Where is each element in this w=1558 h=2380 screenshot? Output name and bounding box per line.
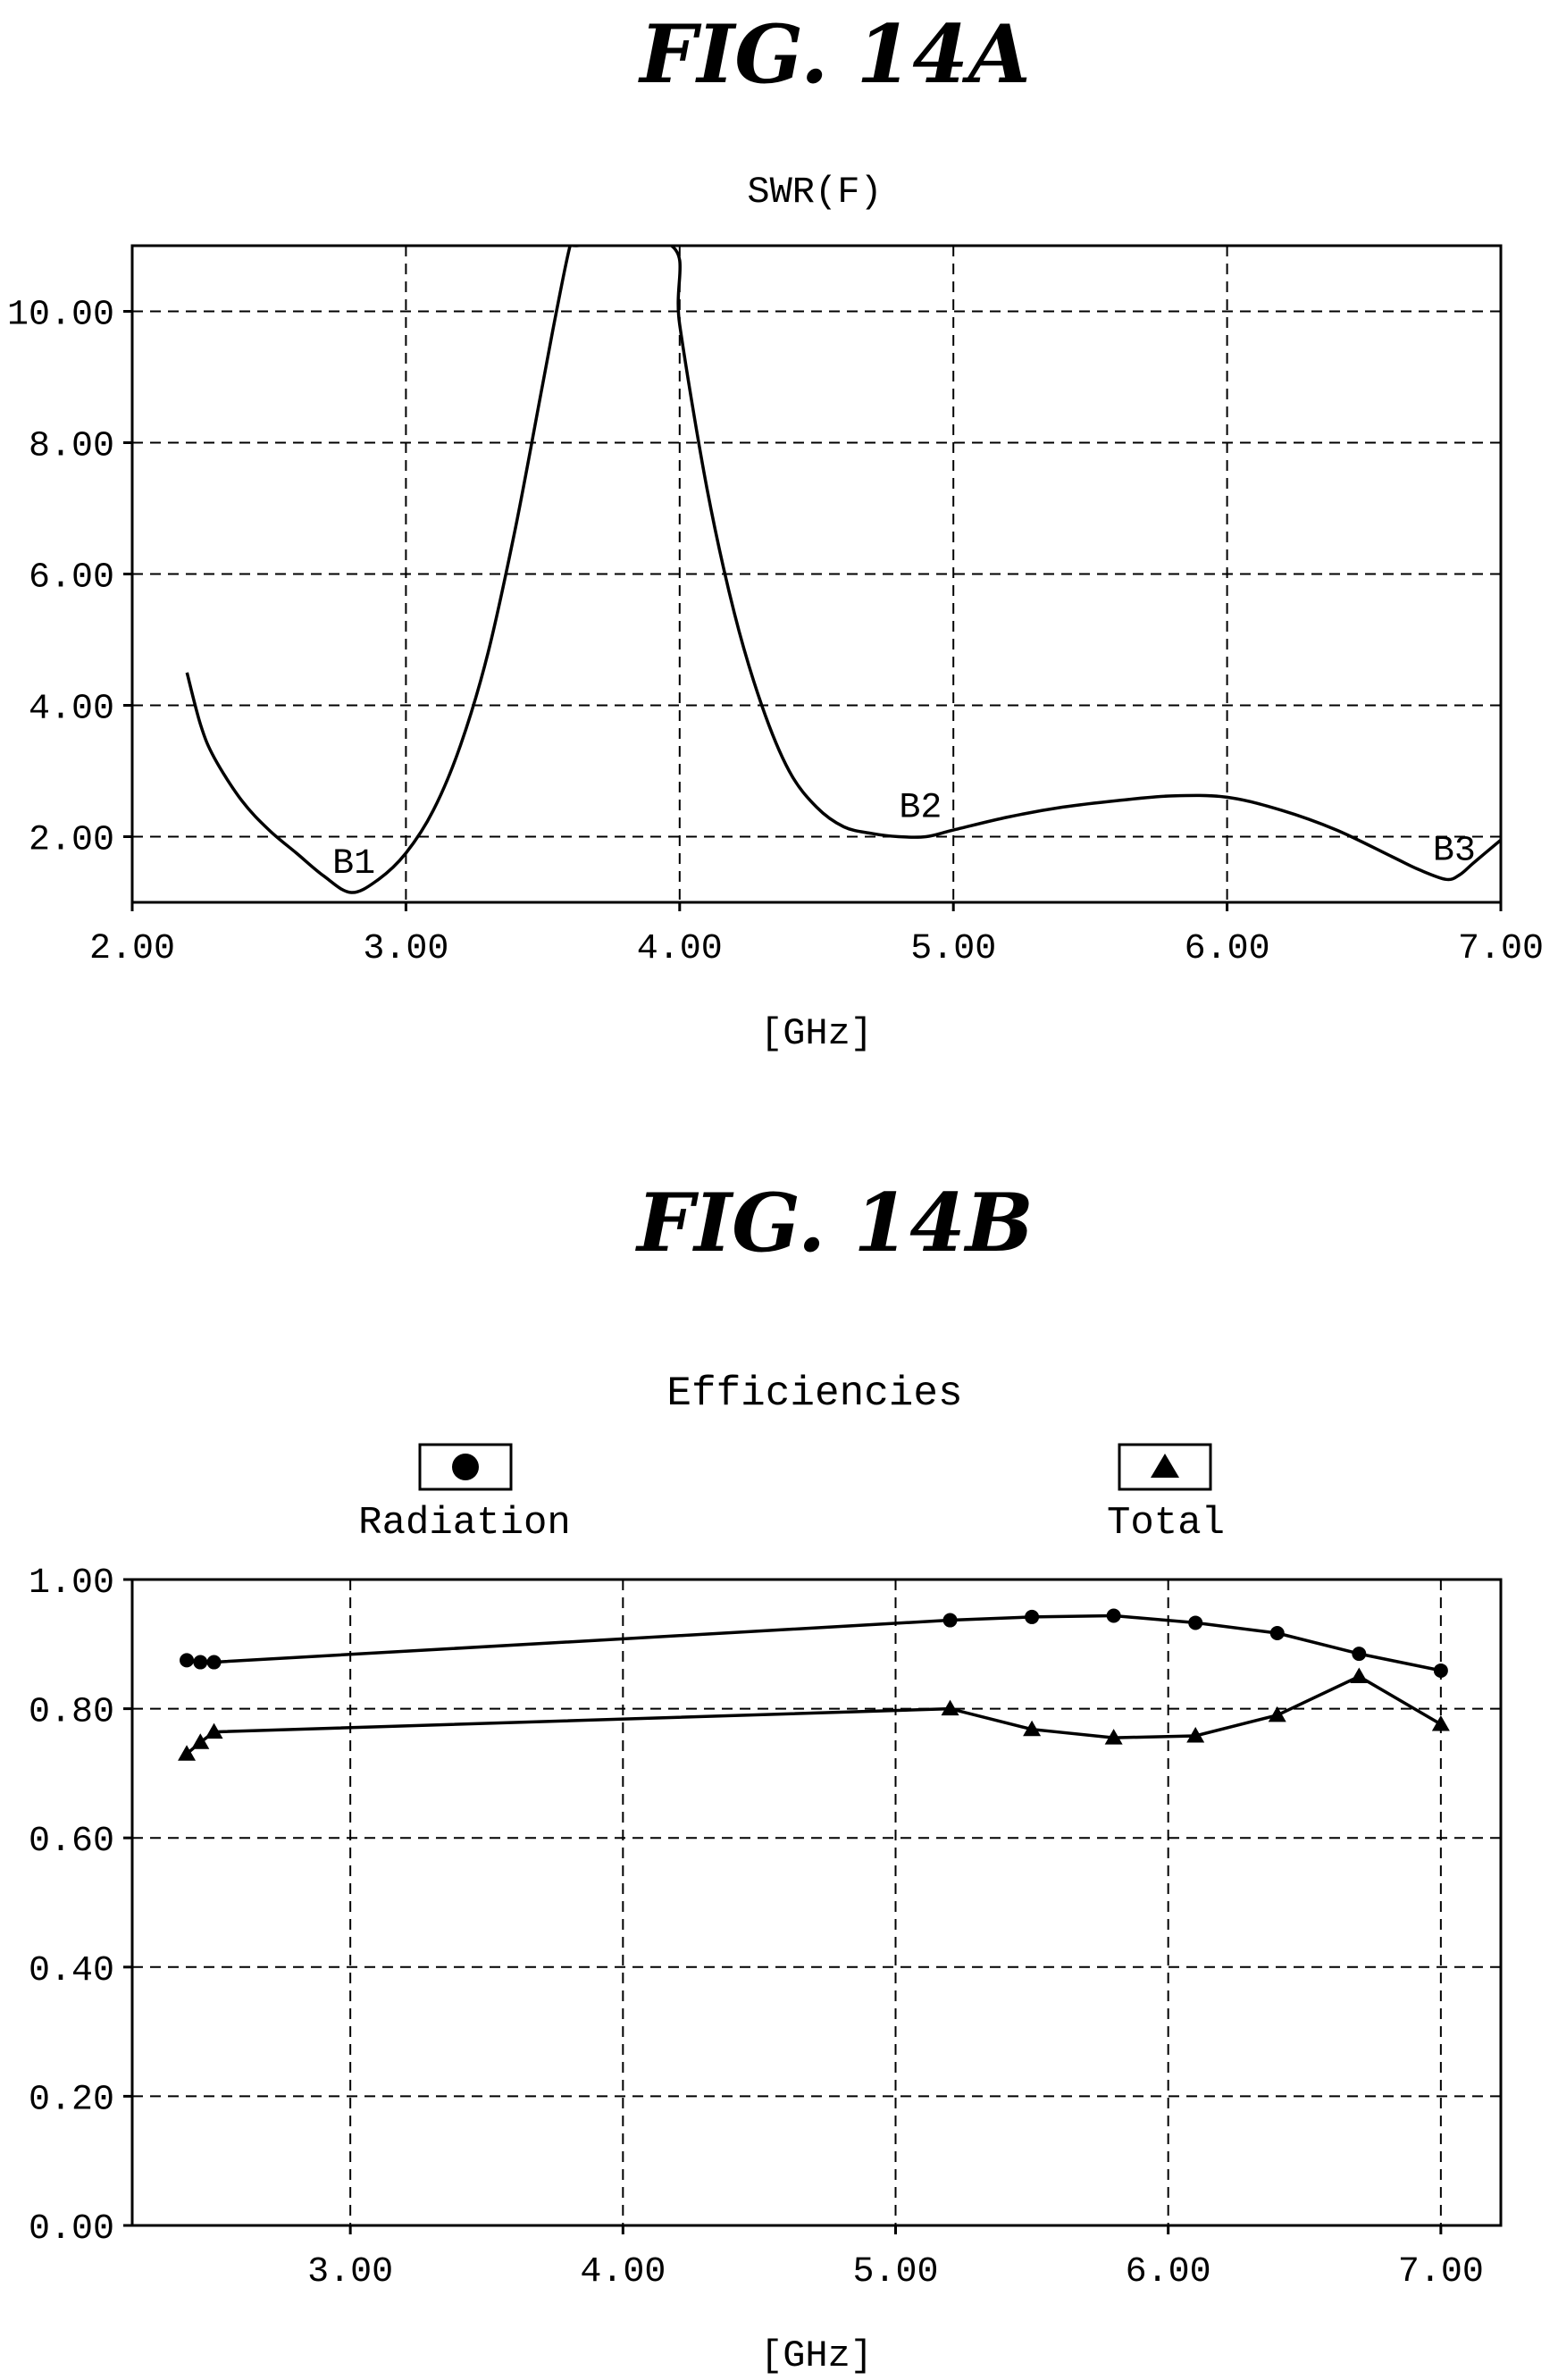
total-point [191, 1733, 210, 1749]
x-tick-label: 5.00 [910, 929, 996, 969]
total-point [1023, 1720, 1042, 1737]
swr-y-axis: 2.00 4.00 6.00 8.00 10.00 [7, 296, 132, 861]
efficiency-series [178, 1608, 1450, 1761]
radiation-point [1106, 1608, 1121, 1623]
swr-x-axis-label: [GHz] [760, 1012, 873, 1055]
y-tick-label: 0.60 [29, 1822, 114, 1862]
efficiency-plot-frame [130, 1578, 1503, 2227]
total-line [185, 1674, 1442, 1756]
y-tick-label: 0.80 [29, 1693, 114, 1733]
legend-total-label: Total [1107, 1501, 1225, 1546]
x-tick-label: 2.00 [89, 929, 175, 969]
total-point [1350, 1667, 1369, 1683]
swr-line [185, 246, 1501, 894]
efficiency-x-axis: 3.00 4.00 5.00 6.00 7.00 [307, 2225, 1484, 2292]
y-tick-label: 0.40 [29, 1951, 114, 1991]
legend-radiation-label: Radiation [358, 1501, 571, 1546]
y-tick-label: 2.00 [29, 821, 114, 861]
total-point [178, 1745, 197, 1761]
radiation-point [942, 1613, 958, 1628]
radiation-point [1269, 1626, 1285, 1641]
radiation-point [206, 1655, 222, 1670]
legend-total: Total [1107, 1443, 1225, 1546]
efficiency-chart-title: Efficiencies [666, 1370, 962, 1417]
swr-grid [132, 246, 1501, 902]
total-point [1186, 1726, 1205, 1743]
swr-curve [185, 246, 1501, 894]
figure-14a-label: FIG. 14A [637, 7, 1030, 102]
x-tick-label: 4.00 [637, 929, 723, 969]
swr-chart-title: SWR(F) [747, 171, 882, 214]
y-tick-label: 0.20 [29, 2080, 114, 2120]
y-tick-label: 1.00 [29, 1563, 114, 1604]
radiation-point [1188, 1615, 1203, 1630]
x-tick-label: 7.00 [1458, 929, 1544, 969]
y-tick-label: 8.00 [29, 427, 114, 467]
total-point [1268, 1705, 1286, 1722]
total-point [1431, 1714, 1450, 1731]
y-tick-label: 0.00 [29, 2209, 114, 2250]
band-label-b1: B1 [332, 844, 375, 884]
band-label-b3: B3 [1433, 831, 1476, 871]
band-label-b2: B2 [899, 789, 942, 829]
y-tick-label: 6.00 [29, 558, 114, 599]
radiation-point [193, 1655, 208, 1670]
radiation-line [186, 1613, 1442, 1672]
radiation-point [180, 1653, 195, 1668]
efficiency-grid [132, 1580, 1501, 2225]
swr-band-annotations: B1 B2 B3 [332, 789, 1476, 884]
efficiency-x-axis-label: [GHz] [760, 2334, 873, 2377]
legend-total-box [1118, 1443, 1212, 1491]
x-tick-label: 5.00 [852, 2252, 938, 2292]
swr-x-axis: 2.00 3.00 4.00 5.00 6.00 7.00 [89, 902, 1544, 969]
efficiency-y-axis: 0.00 0.20 0.40 0.60 0.80 1.00 [29, 1563, 132, 2250]
total-point [1104, 1729, 1123, 1745]
efficiency-chart: Efficiencies Radiation Total 3.00 4.00 5.0… [29, 1370, 1503, 2377]
y-tick-label: 10.00 [7, 296, 114, 336]
total-point [205, 1722, 223, 1739]
x-tick-label: 3.00 [307, 2252, 393, 2292]
radiation-point [1433, 1663, 1448, 1678]
legend-radiation-marker [452, 1454, 479, 1480]
legend-radiation-box [418, 1443, 513, 1491]
figure-14b-label: FIG. 14B [634, 1176, 1034, 1270]
total-point [941, 1699, 959, 1716]
x-tick-label: 3.00 [363, 929, 448, 969]
y-tick-label: 4.00 [29, 690, 114, 730]
radiation-point [1352, 1647, 1367, 1662]
x-tick-label: 4.00 [580, 2252, 666, 2292]
legend-radiation: Radiation [358, 1443, 571, 1546]
x-tick-label: 6.00 [1185, 929, 1270, 969]
x-tick-label: 7.00 [1398, 2252, 1484, 2292]
legend-total-marker [1151, 1454, 1179, 1478]
x-tick-label: 6.00 [1126, 2252, 1211, 2292]
radiation-point [1025, 1609, 1040, 1624]
swr-chart: SWR(F) 2.00 3.00 4.00 5.00 6.00 7.00 2.00 4.00… [7, 171, 1544, 1055]
